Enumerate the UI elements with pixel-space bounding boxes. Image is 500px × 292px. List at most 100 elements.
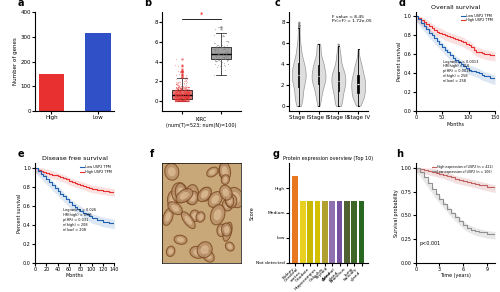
Point: [177, 93, 185, 98]
Point: [220, 61, 228, 66]
Ellipse shape: [208, 192, 222, 207]
Point: [214, 57, 222, 62]
Ellipse shape: [228, 244, 232, 249]
Point: [213, 59, 221, 64]
Point: [179, 94, 187, 99]
Point: [176, 88, 184, 93]
Point: [175, 98, 183, 102]
Point: [218, 56, 226, 61]
Point: [223, 39, 231, 44]
Point: [223, 59, 231, 64]
Point: [178, 95, 186, 100]
Point: [182, 79, 190, 84]
Point: [174, 83, 182, 88]
Point: [184, 89, 192, 94]
Point: [172, 82, 179, 87]
Point: [181, 99, 189, 104]
Ellipse shape: [188, 189, 196, 200]
Point: [182, 99, 190, 103]
Point: [214, 63, 222, 68]
Ellipse shape: [190, 246, 206, 258]
Text: g: g: [273, 149, 280, 159]
Point: [220, 44, 228, 48]
Point: [184, 92, 192, 96]
Point: [174, 99, 182, 104]
Point: [174, 93, 182, 98]
Ellipse shape: [164, 163, 179, 180]
Point: [171, 96, 179, 101]
PathPatch shape: [338, 72, 339, 91]
Point: [180, 97, 188, 101]
Point: [183, 80, 191, 84]
Point: [171, 99, 179, 103]
Point: [180, 98, 188, 102]
Point: [184, 93, 192, 98]
Point: [181, 95, 189, 100]
Point: [182, 87, 190, 92]
Point: [178, 98, 186, 102]
Point: [176, 86, 184, 91]
Point: [171, 87, 179, 92]
Point: [174, 99, 182, 103]
Ellipse shape: [225, 227, 230, 237]
Point: [180, 95, 188, 100]
Point: [172, 98, 179, 102]
Point: [185, 95, 193, 99]
Point: [174, 85, 182, 90]
Point: [182, 96, 190, 100]
Point: [172, 82, 179, 86]
Bar: [38, 74, 64, 111]
Point: [174, 91, 182, 96]
Point: [173, 86, 181, 91]
Point: [178, 84, 186, 89]
Point: [184, 92, 192, 96]
Ellipse shape: [166, 246, 175, 256]
Point: [178, 95, 186, 100]
Ellipse shape: [174, 235, 187, 244]
Point: [171, 91, 179, 96]
Point: [184, 89, 192, 94]
Point: [174, 80, 182, 85]
Point: [177, 95, 185, 99]
Point: [181, 95, 189, 100]
Point: [174, 97, 182, 101]
Point: [176, 86, 184, 91]
Point: [222, 51, 230, 56]
Point: [176, 92, 184, 96]
Point: [172, 98, 180, 103]
Point: [178, 92, 186, 97]
Point: [182, 91, 190, 96]
Ellipse shape: [198, 214, 203, 220]
Ellipse shape: [210, 205, 225, 225]
Bar: [358, 201, 364, 263]
Point: [184, 98, 192, 103]
Point: [176, 98, 184, 103]
Point: [218, 55, 226, 60]
Ellipse shape: [224, 226, 229, 233]
Bar: [344, 201, 350, 263]
Point: [176, 90, 184, 95]
Point: [176, 70, 184, 74]
Point: [182, 88, 190, 93]
Ellipse shape: [168, 191, 177, 208]
Point: [184, 85, 192, 89]
Point: [176, 98, 184, 103]
Point: [177, 87, 185, 92]
Point: [180, 89, 188, 94]
Ellipse shape: [222, 166, 228, 176]
Point: [179, 92, 187, 97]
Point: [179, 84, 187, 89]
Point: [224, 39, 232, 44]
Text: p<0.001: p<0.001: [420, 241, 441, 246]
Point: [180, 92, 188, 97]
Point: [175, 84, 183, 88]
Point: [220, 55, 228, 59]
Point: [214, 25, 222, 30]
Point: [184, 91, 192, 96]
Point: [182, 95, 190, 100]
Point: [172, 93, 180, 98]
Ellipse shape: [183, 193, 190, 199]
Point: [176, 86, 184, 90]
Point: [214, 53, 222, 58]
Point: [184, 90, 192, 95]
